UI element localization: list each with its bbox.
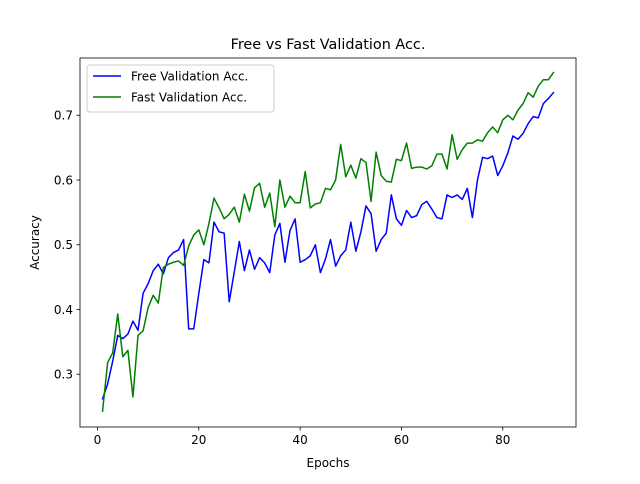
- x-tick-label-3: 60: [394, 433, 409, 447]
- chart-title: Free vs Fast Validation Acc.: [231, 37, 426, 53]
- legend: Free Validation Acc. Fast Validation Acc.: [86, 64, 275, 113]
- x-axis-label: Epochs: [307, 456, 350, 470]
- x-tick-label-0: 0: [94, 433, 102, 447]
- y-axis-label: Accuracy: [28, 215, 42, 270]
- legend-label-0: Free Validation Acc.: [131, 69, 248, 83]
- axes-frame: [79, 57, 577, 428]
- legend-label-1: Fast Validation Acc.: [131, 90, 247, 104]
- legend-box: [86, 64, 275, 113]
- x-axis: 0 20 40 60 80: [94, 427, 510, 447]
- x-tick-label-2: 40: [292, 433, 307, 447]
- plot-area: [101, 71, 555, 412]
- y-axis: 0.3 0.4 0.5 0.6 0.7: [54, 109, 80, 382]
- y-tick-label-3: 0.6: [54, 173, 73, 187]
- y-tick-label-4: 0.7: [54, 109, 73, 123]
- y-tick-label-0: 0.3: [54, 368, 73, 382]
- y-tick-label-1: 0.4: [54, 303, 73, 317]
- x-tick-label-1: 20: [191, 433, 206, 447]
- series-line-0: [101, 91, 555, 400]
- series-line-1: [101, 71, 555, 412]
- y-tick-label-2: 0.5: [54, 238, 73, 252]
- x-tick-label-4: 80: [495, 433, 510, 447]
